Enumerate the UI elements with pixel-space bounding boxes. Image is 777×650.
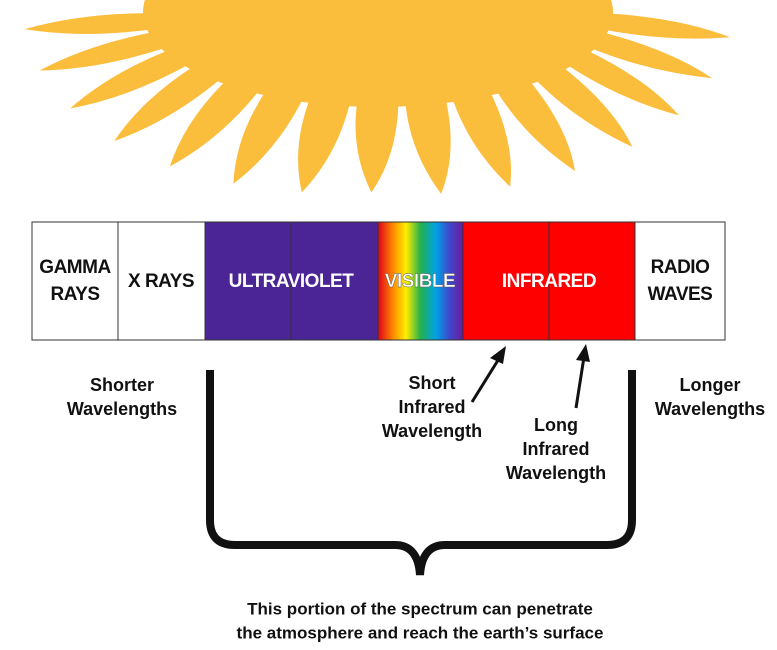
side-label: Wavelengths [67,399,177,419]
band-label: INFRARED [502,271,596,292]
annotation: Wavelength [382,421,482,441]
annotation: Short [409,373,456,393]
arrow [472,357,500,402]
side-label: Shorter [90,375,154,395]
sun-flame [405,96,451,194]
sun-flame [451,89,511,187]
sun-body [143,0,613,107]
band-label: ULTRAVIOLET [229,271,355,292]
band-label: VISIBLE [385,271,455,292]
caption: the atmosphere and reach the earth’s sur… [237,623,604,642]
arrows [472,344,590,408]
band-label: RAYS [50,284,99,305]
sun-flame [24,13,155,34]
caption: This portion of the spectrum can penetra… [247,599,593,618]
sun-flame [298,96,351,192]
annotation: Infrared [398,397,465,417]
sun-flame [601,13,730,38]
band-label: GAMMA [39,257,111,278]
annotation: Long [534,415,578,435]
side-label: Wavelengths [655,399,765,419]
sun-flame [356,99,399,192]
arrow-head [576,344,590,362]
sun [24,0,730,194]
annotation: Wavelength [506,463,606,483]
radio-band [635,222,725,340]
arrow-head [490,346,506,364]
band-label: RADIO [651,257,710,278]
arrow [576,357,584,408]
gamma-band [32,222,118,340]
band-label: WAVES [648,284,713,305]
band-label: X RAYS [128,271,194,292]
diagram: GAMMA RAYS X RAYS ULTRAVIOLET VISIBLE IN… [0,0,777,650]
annotation: Infrared [522,439,589,459]
side-label: Longer [680,375,741,395]
